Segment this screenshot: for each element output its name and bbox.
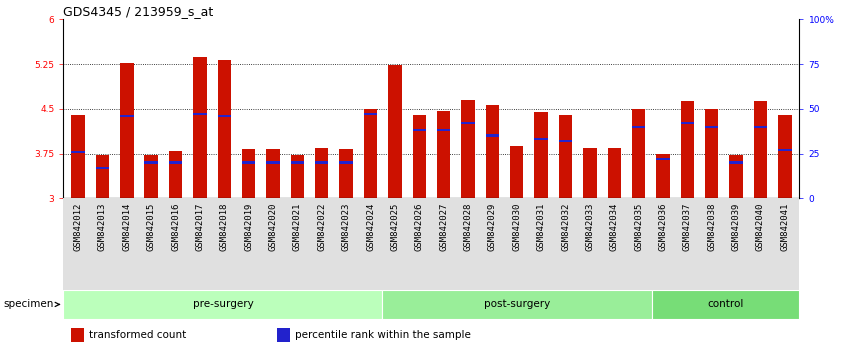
Bar [71,115,85,198]
Text: transformed count: transformed count [89,330,186,340]
Text: GSM842033: GSM842033 [585,203,595,251]
Bar [364,113,377,115]
Bar [169,161,182,164]
Bar [729,161,743,164]
Bar [754,126,767,128]
Bar [382,290,652,319]
Text: GSM842039: GSM842039 [732,203,740,251]
Bar [339,149,353,198]
Bar [754,101,767,198]
Bar [145,155,158,198]
Bar [413,115,426,198]
Bar [461,122,475,124]
Bar [217,115,231,117]
Bar [193,113,206,115]
Text: GSM842012: GSM842012 [74,203,83,251]
Text: GSM842034: GSM842034 [610,203,618,251]
Text: percentile rank within the sample: percentile rank within the sample [295,330,471,340]
Bar [705,109,718,198]
Bar [437,111,450,198]
Text: GSM842032: GSM842032 [561,203,570,251]
Text: GSM842029: GSM842029 [488,203,497,251]
Text: GSM842014: GSM842014 [123,203,131,251]
Bar [96,155,109,198]
Text: GSM842031: GSM842031 [536,203,546,251]
Bar [681,122,694,124]
Bar [535,138,548,141]
Bar [242,149,255,198]
Bar [315,148,328,198]
Bar [656,154,670,198]
Bar [217,60,231,198]
Bar [729,155,743,198]
Text: GSM842023: GSM842023 [342,203,350,251]
Bar [145,161,158,164]
Bar [242,161,255,164]
Text: control: control [708,299,744,309]
Text: GSM842037: GSM842037 [683,203,692,251]
Bar [681,101,694,198]
Bar [778,149,792,151]
Bar [96,167,109,169]
Bar [266,149,280,198]
Text: GSM842027: GSM842027 [439,203,448,251]
Bar [486,105,499,198]
Bar [388,65,402,198]
Bar [169,150,182,198]
Text: GSM842041: GSM842041 [780,203,789,251]
Text: GSM842020: GSM842020 [268,203,277,251]
Bar [778,115,792,198]
Text: GSM842028: GSM842028 [464,203,473,251]
Text: post-surgery: post-surgery [484,299,551,309]
Bar [535,112,548,198]
Text: GSM842022: GSM842022 [317,203,327,251]
Bar [277,328,290,342]
Bar [291,155,304,198]
Bar [71,328,84,342]
Bar [559,115,572,198]
Bar [120,115,134,117]
Bar [63,290,382,319]
Bar [63,198,799,290]
Bar [656,158,670,160]
Text: GSM842016: GSM842016 [171,203,180,251]
Bar [607,148,621,198]
Text: GSM842019: GSM842019 [244,203,253,251]
Bar [632,126,645,128]
Bar [461,100,475,198]
Bar [315,161,328,164]
Text: GSM842030: GSM842030 [513,203,521,251]
Text: GSM842015: GSM842015 [146,203,156,251]
Text: GSM842025: GSM842025 [390,203,399,251]
Text: GDS4345 / 213959_s_at: GDS4345 / 213959_s_at [63,5,214,18]
Bar [652,290,799,319]
Text: pre-surgery: pre-surgery [193,299,253,309]
Bar [559,140,572,142]
Bar [632,109,645,198]
Bar [364,109,377,198]
Bar [583,148,596,198]
Text: GSM842035: GSM842035 [634,203,643,251]
Bar [413,129,426,131]
Bar [705,126,718,128]
Bar [71,150,85,153]
Bar [120,63,134,198]
Text: GSM842018: GSM842018 [220,203,228,251]
Bar [266,161,280,164]
Text: GSM842036: GSM842036 [658,203,667,251]
Text: specimen: specimen [3,299,59,309]
Bar [339,161,353,164]
Bar [193,57,206,198]
Text: GSM842026: GSM842026 [415,203,424,251]
Text: GSM842040: GSM842040 [756,203,765,251]
Bar [437,129,450,131]
Bar [486,135,499,137]
Text: GSM842017: GSM842017 [195,203,205,251]
Text: GSM842013: GSM842013 [98,203,107,251]
Text: GSM842021: GSM842021 [293,203,302,251]
Bar [510,147,524,198]
Bar [291,161,304,164]
Text: GSM842038: GSM842038 [707,203,717,251]
Text: GSM842024: GSM842024 [366,203,375,251]
